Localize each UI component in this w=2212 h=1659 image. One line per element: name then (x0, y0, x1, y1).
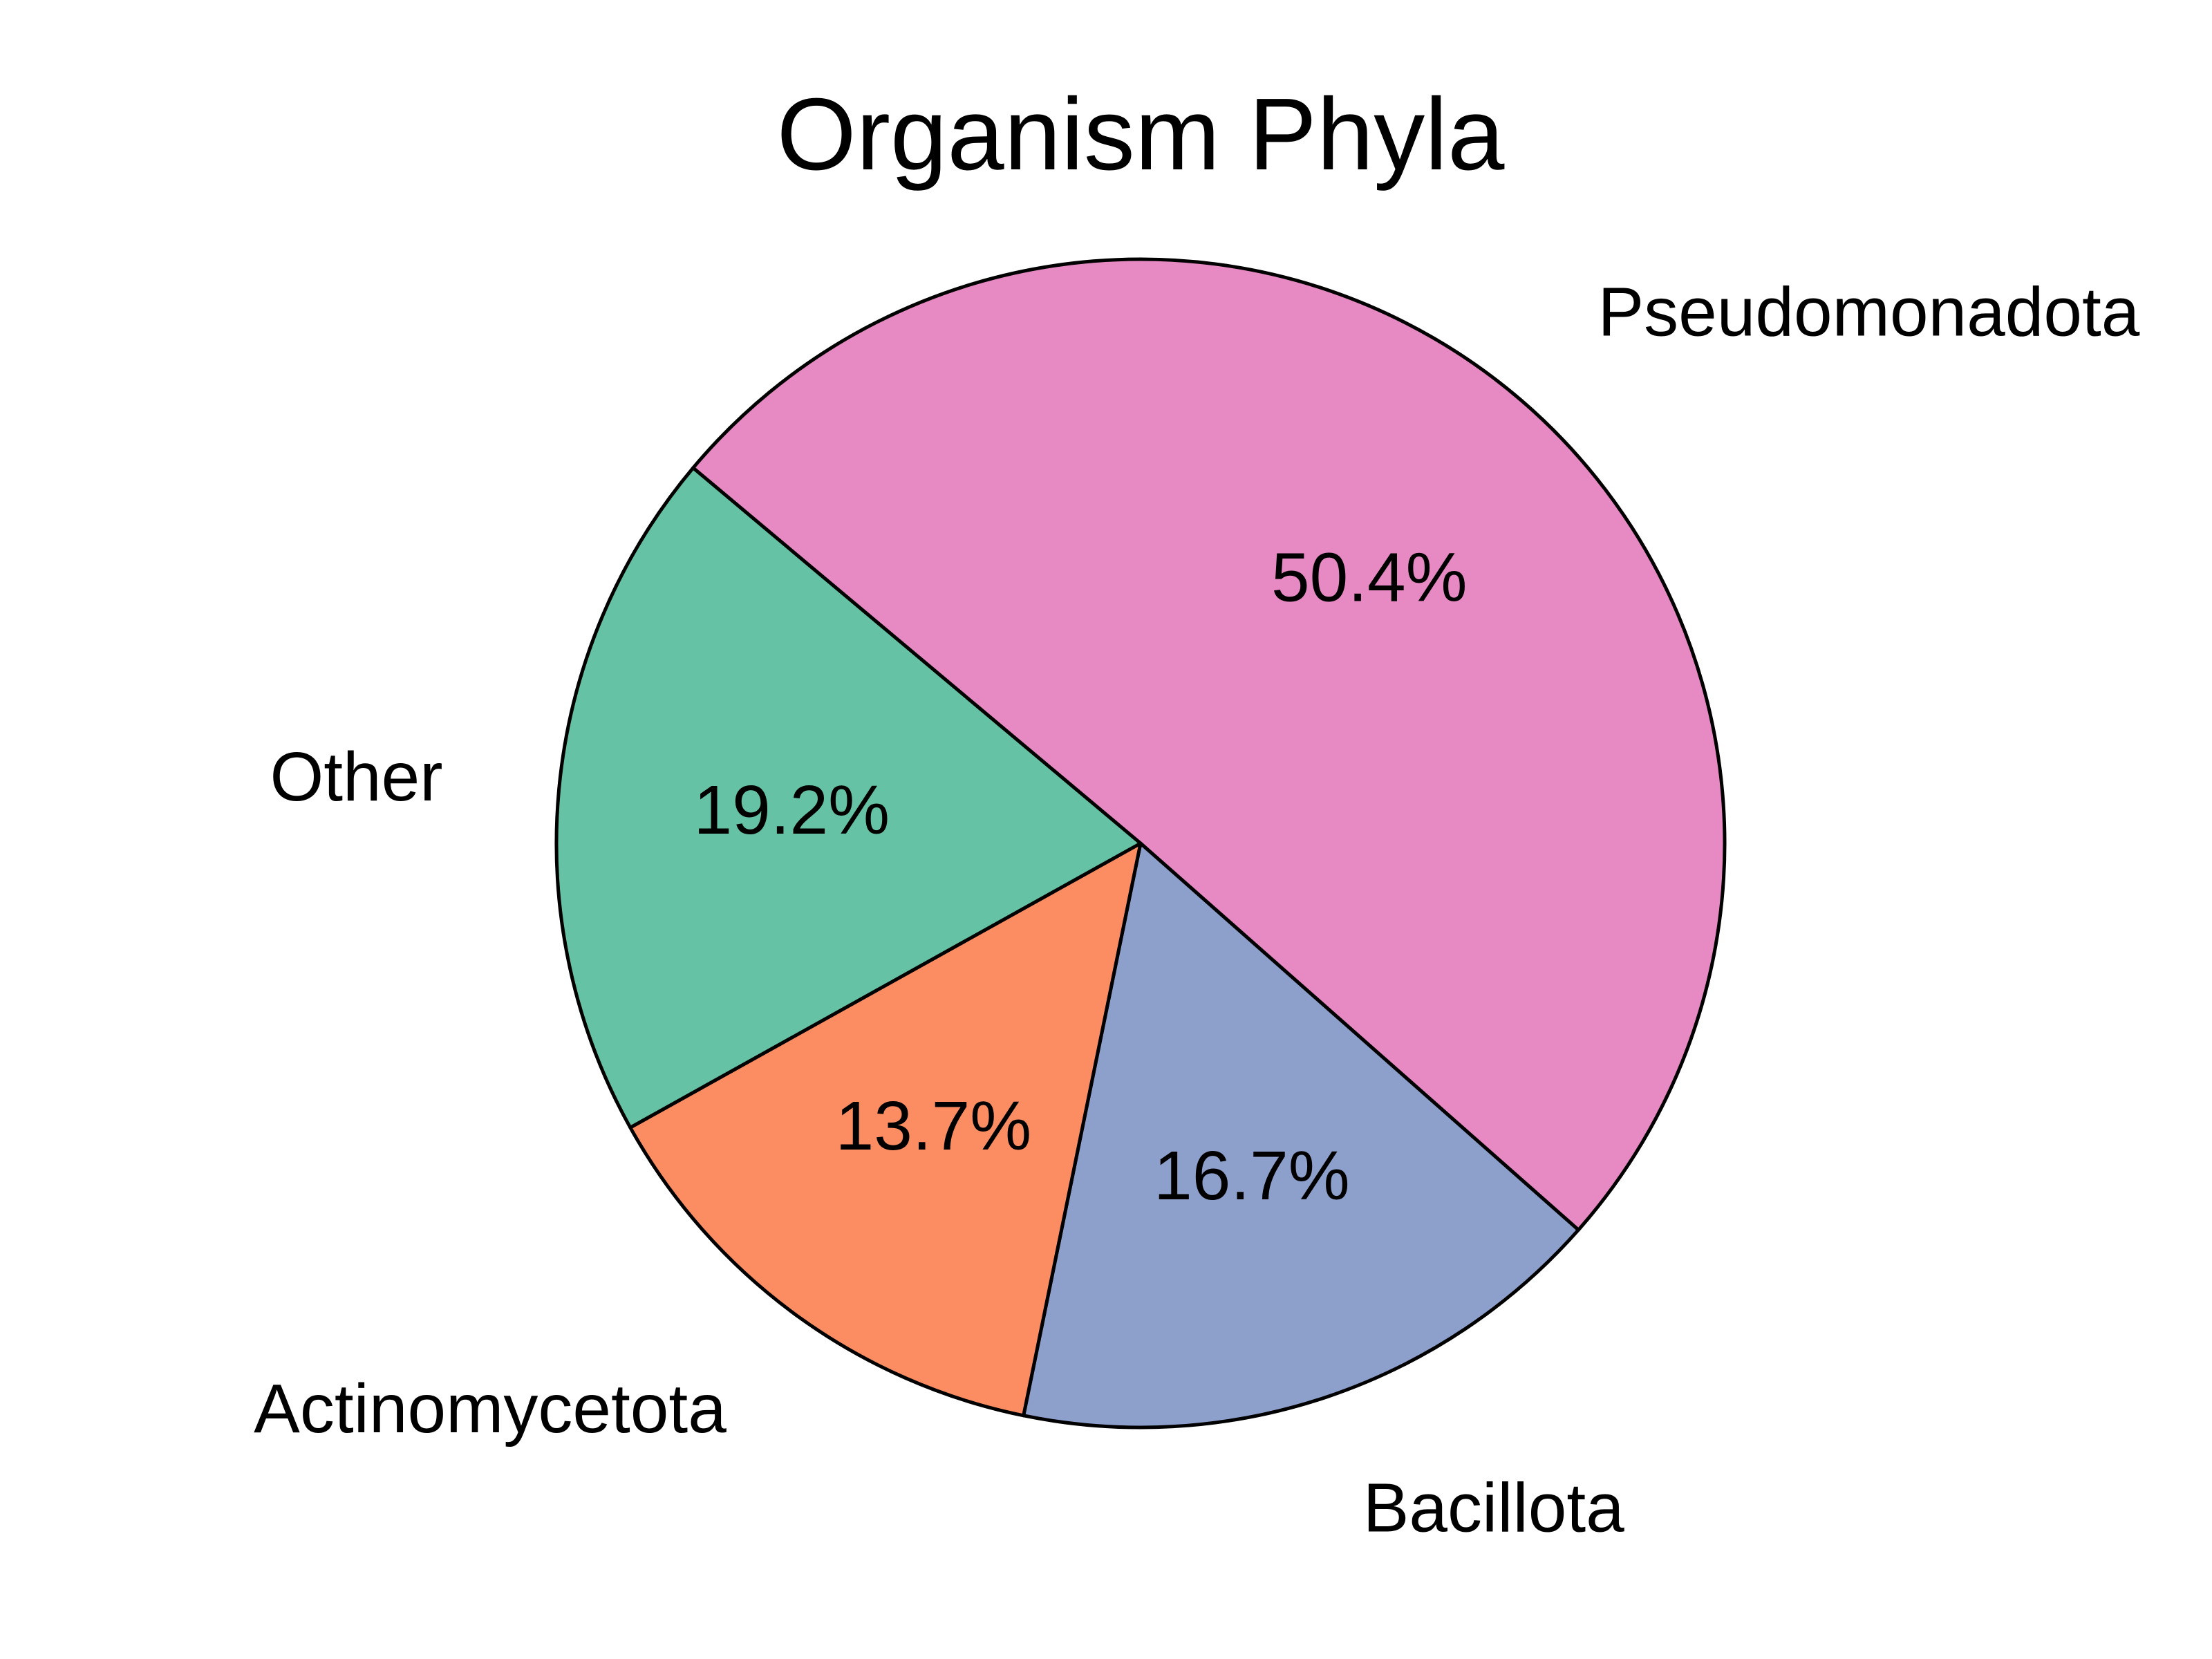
slices-layer (554, 257, 1727, 1430)
pct-label-pseudomonadota: 50.4% (1271, 539, 1468, 617)
pct-label-actinomycetota: 13.7% (836, 1087, 1032, 1165)
pie-slice-bacillota (1022, 841, 1580, 1430)
chart-title: Organism Phyla (777, 77, 1506, 191)
pct-label-other: 19.2% (694, 771, 890, 849)
slice-label-other: Other (270, 738, 442, 816)
labels-layer: Pseudomonadota 50.4% Bacillota 16.7% Actinom… (254, 273, 2140, 1546)
slice-label-bacillota: Bacillota (1363, 1470, 1624, 1547)
pie-slice-pseudomonadota (691, 257, 1727, 1232)
pie-slice-other (554, 466, 1143, 1130)
pie-slice-actinomycetota (628, 841, 1143, 1418)
slice-label-actinomycetota: Actinomycetota (254, 1370, 727, 1447)
pct-label-bacillota: 16.7% (1154, 1137, 1350, 1215)
slice-label-pseudomonadota: Pseudomonadota (1597, 273, 2139, 350)
